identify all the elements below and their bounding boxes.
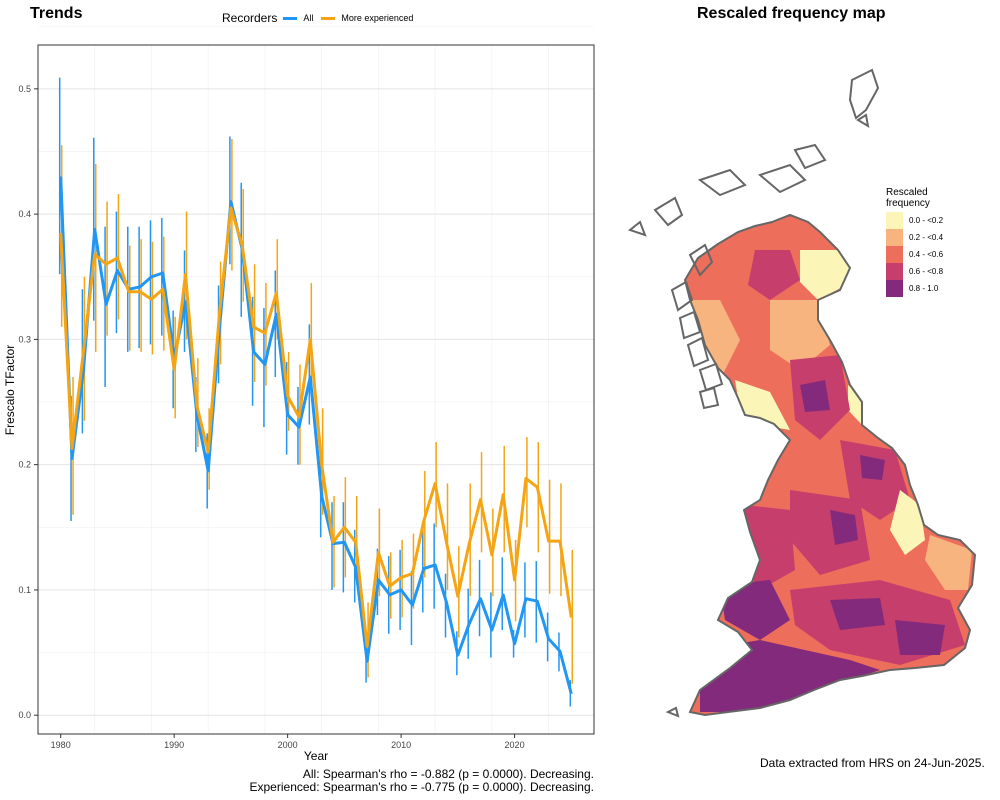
map-legend-row: 0.8 - 1.0: [886, 280, 946, 297]
legend-title: Recorders: [222, 11, 278, 25]
trend-chart: 1980 1990 2000 2010 2020 0.0 0.1 0.2 0.3 0.4 0.5 Y…: [3, 25, 595, 763]
map-legend-label: 0.2 - <0.4: [909, 233, 944, 242]
y-tick-label: 0.0: [18, 710, 31, 720]
region-0.8: [720, 580, 790, 640]
y-tick-label: 0.2: [18, 460, 31, 470]
map-legend-swatch: [886, 263, 903, 280]
region-0.8: [830, 510, 858, 545]
y-tick-label: 0.4: [18, 209, 31, 219]
region-0.8: [860, 455, 885, 480]
region-0.0: [890, 490, 925, 555]
region-0.0: [735, 380, 790, 430]
map-legend-swatch: [886, 229, 903, 246]
series-line-all: [59, 176, 573, 695]
map-title: Rescaled frequency map: [697, 5, 886, 22]
legend-item-experienced: More experienced: [321, 13, 413, 23]
legend-swatch-all: [283, 16, 298, 20]
map-legend-swatch: [886, 212, 903, 229]
y-axis-label: Frescalo TFactor: [3, 345, 17, 435]
map-legend-label: 0.0 - <0.2: [909, 216, 944, 225]
x-tick-label: 1980: [51, 740, 71, 750]
y-tick-label: 0.5: [18, 84, 31, 94]
region-0.2: [925, 535, 972, 590]
region-0.8: [895, 620, 945, 655]
trend-statistics: All: Spearman's rho = -0.882 (p = 0.0000…: [250, 768, 595, 794]
map-legend-label: 0.6 - <0.8: [909, 267, 944, 276]
map-legend-row: 0.4 - <0.6: [886, 246, 946, 263]
chart-title: Trends: [30, 5, 83, 22]
region-0.8: [800, 380, 830, 412]
region-0.6: [748, 250, 800, 300]
x-tick-label: 1990: [164, 740, 184, 750]
x-tick-label: 2000: [278, 740, 298, 750]
region-0.8: [700, 640, 880, 712]
x-tick-label: 2020: [505, 740, 525, 750]
stats-all: All: Spearman's rho = -0.882 (p = 0.0000…: [302, 767, 594, 781]
map-legend-label: 0.4 - <0.6: [909, 250, 944, 259]
region-0.2: [770, 300, 830, 370]
map-legend-row: 0.2 - <0.4: [886, 229, 946, 246]
legend-swatch-experienced: [321, 16, 336, 20]
map-legend-swatch: [886, 246, 903, 263]
series-line-experienced: [59, 206, 573, 648]
island-outlines: [627, 68, 880, 718]
region-0.2: [690, 300, 740, 380]
map-legend-row: 0.0 - <0.2: [886, 212, 946, 229]
x-tick-label: 2010: [391, 740, 411, 750]
legend-label-all: All: [303, 13, 314, 23]
map-legend-swatch: [886, 280, 903, 297]
legend-item-all: All: [283, 13, 313, 23]
map-legend-row: 0.6 - <0.8: [886, 263, 946, 280]
axis-ticks: 1980 1990 2000 2010 2020 0.0 0.1 0.2 0.3 0.4 0.5: [18, 84, 524, 750]
map-legend-label: 0.8 - 1.0: [909, 284, 939, 293]
region-0.8: [830, 598, 885, 630]
series-lines: [59, 176, 573, 695]
stats-experienced: Experienced: Spearman's rho = -0.775 (p …: [249, 780, 595, 794]
y-tick-label: 0.1: [18, 585, 31, 595]
map-fill: [685, 215, 975, 715]
frequency-map: [627, 68, 976, 718]
region-0.0: [800, 250, 852, 300]
x-axis-label: Year: [304, 749, 328, 763]
region-0.6: [790, 490, 870, 575]
data-source-note: Data extracted from HRS on 24-Jun-2025.: [760, 756, 985, 770]
chart-legend: Recorders All More experienced: [222, 11, 421, 25]
legend-label-experienced: More experienced: [341, 13, 414, 23]
plot-border: [37, 44, 595, 735]
map-legend-title: Rescaled frequency: [886, 187, 930, 209]
map-legend: Rescaled frequency 0.0 - <0.2 0.2 - <0.4…: [886, 187, 946, 297]
y-tick-label: 0.3: [18, 334, 31, 344]
